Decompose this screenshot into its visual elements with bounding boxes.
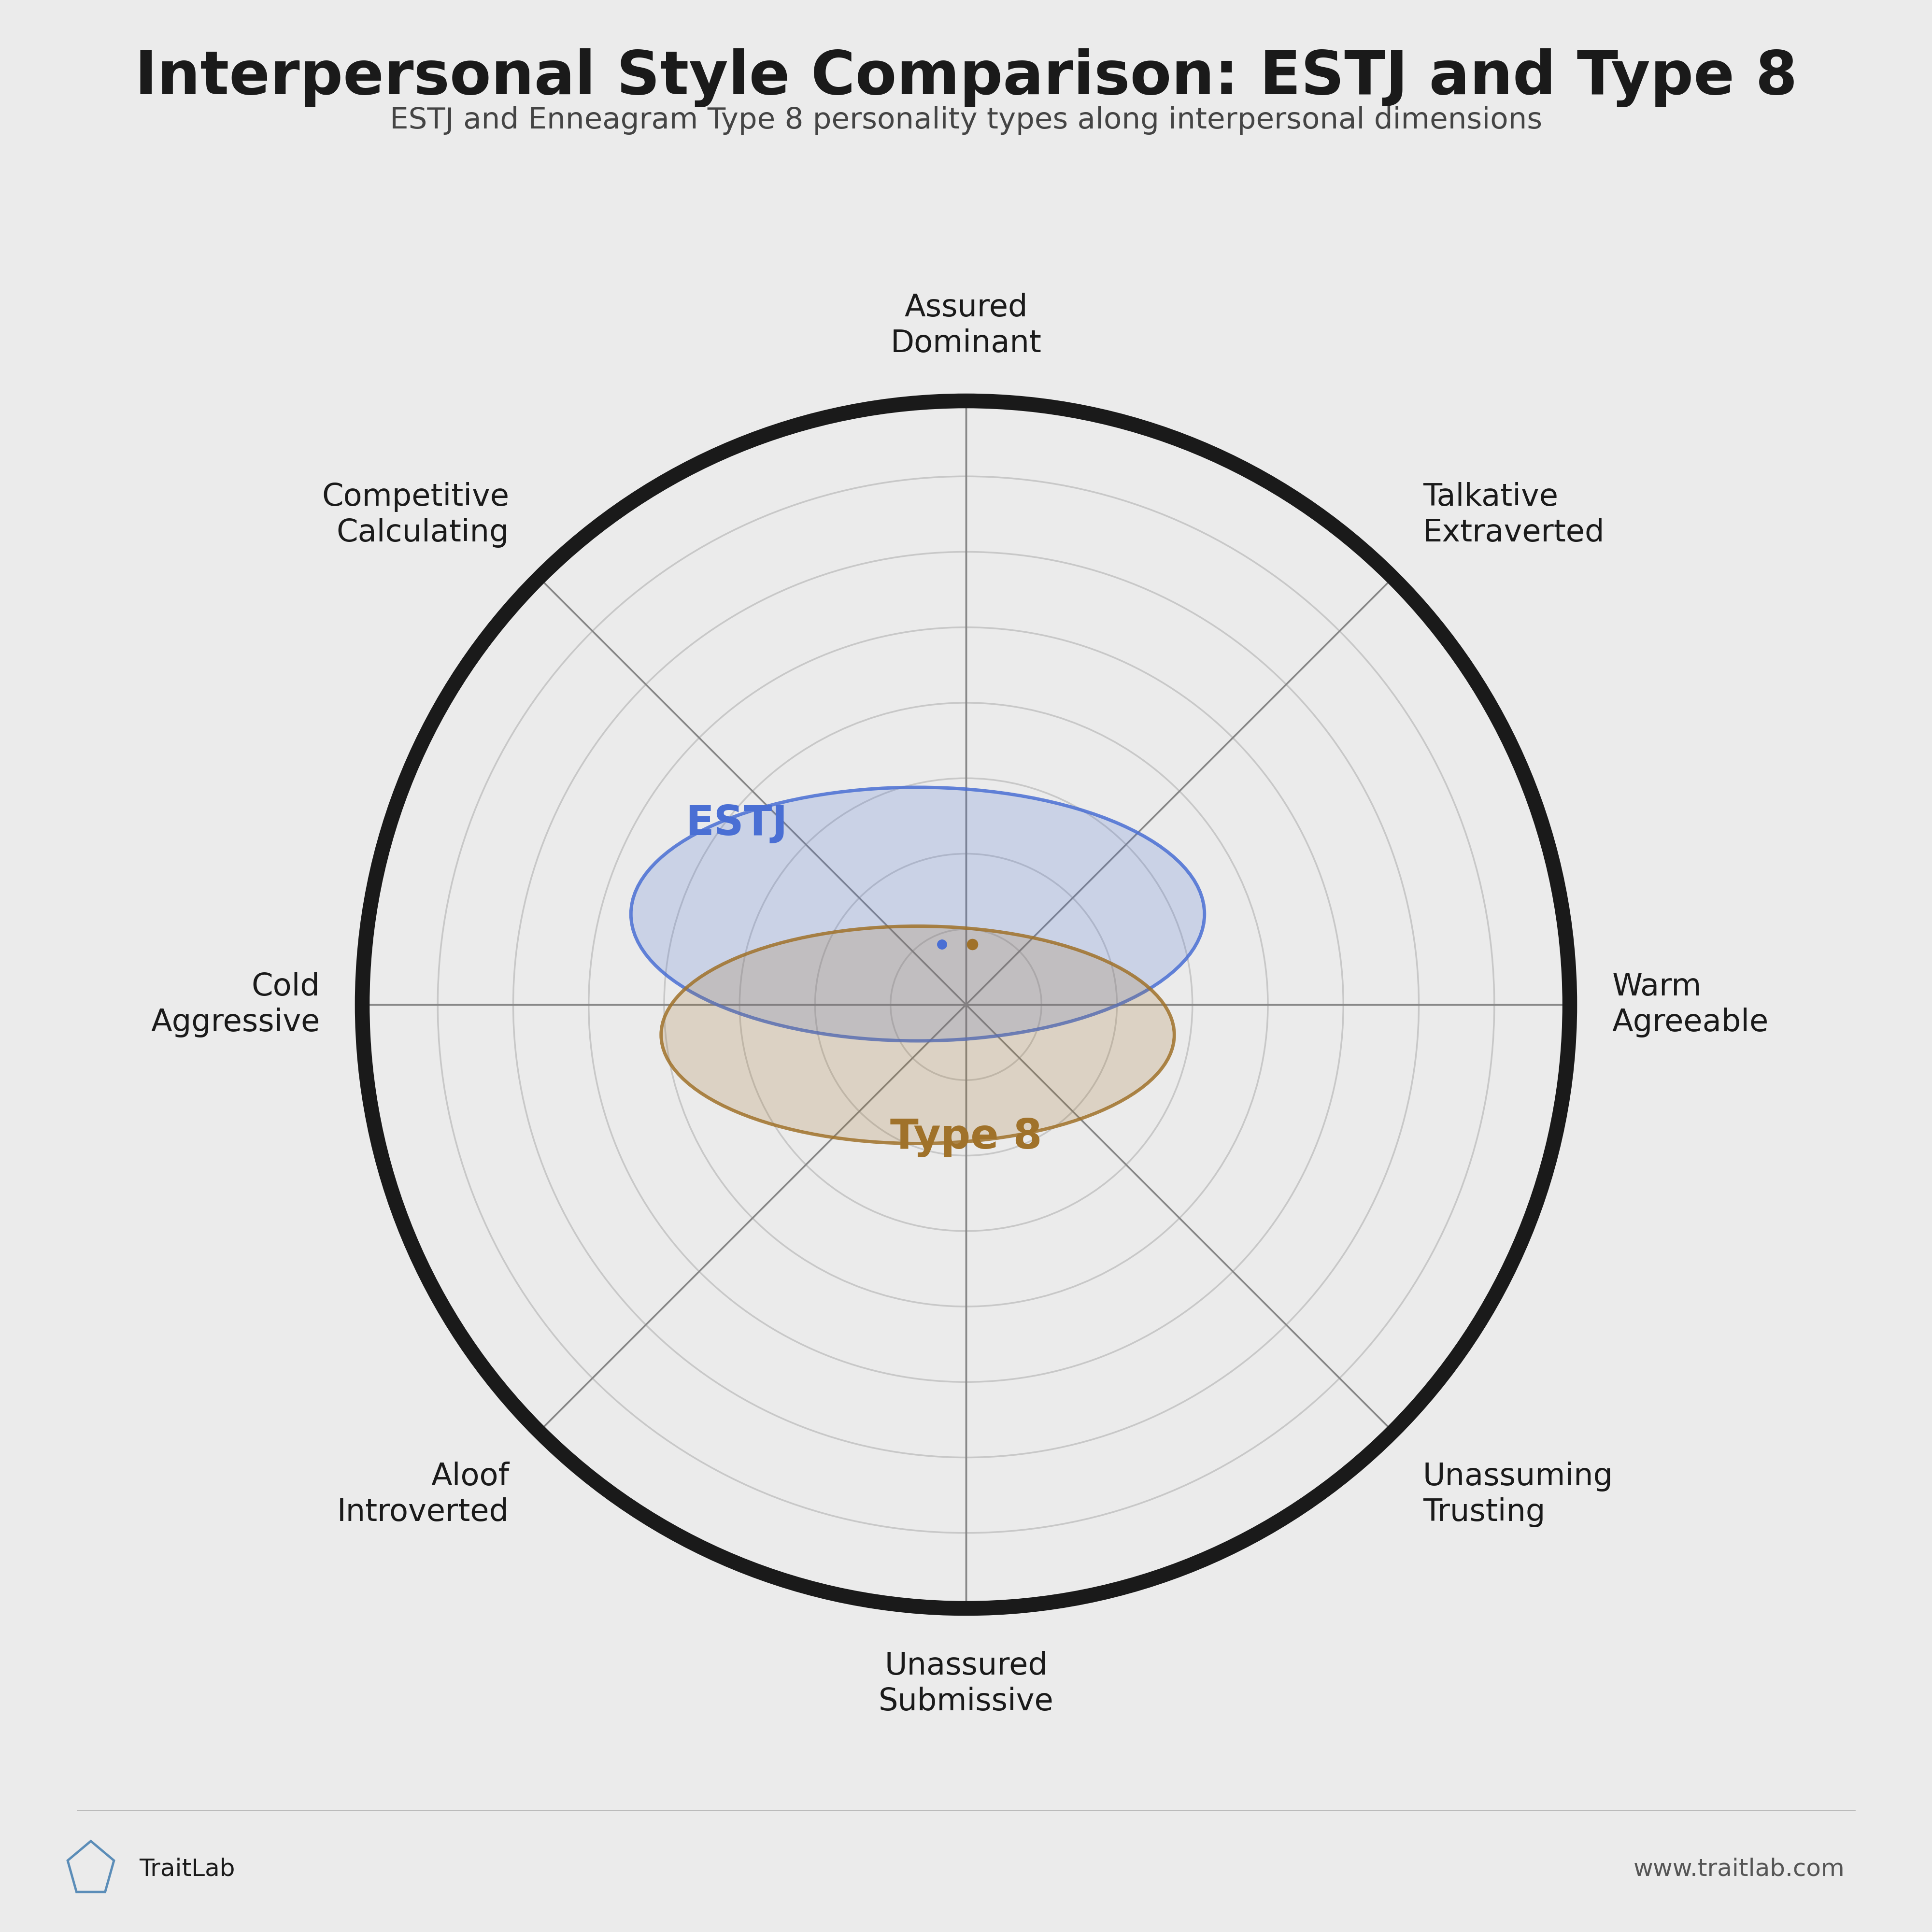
Ellipse shape bbox=[661, 925, 1175, 1144]
Text: Warm
Agreeable: Warm Agreeable bbox=[1611, 972, 1768, 1037]
Text: Competitive
Calculating: Competitive Calculating bbox=[323, 481, 510, 549]
Ellipse shape bbox=[632, 788, 1204, 1041]
Text: TraitLab: TraitLab bbox=[139, 1859, 236, 1882]
Text: www.traitlab.com: www.traitlab.com bbox=[1634, 1859, 1845, 1882]
Text: Cold
Aggressive: Cold Aggressive bbox=[151, 972, 321, 1037]
Text: ESTJ and Enneagram Type 8 personality types along interpersonal dimensions: ESTJ and Enneagram Type 8 personality ty… bbox=[390, 106, 1542, 135]
Text: Interpersonal Style Comparison: ESTJ and Type 8: Interpersonal Style Comparison: ESTJ and… bbox=[135, 48, 1797, 106]
Text: Unassuming
Trusting: Unassuming Trusting bbox=[1422, 1461, 1613, 1528]
Text: Talkative
Extraverted: Talkative Extraverted bbox=[1422, 481, 1605, 549]
Text: Aloof
Introverted: Aloof Introverted bbox=[338, 1461, 510, 1528]
Text: Assured
Dominant: Assured Dominant bbox=[891, 294, 1041, 359]
Text: ESTJ: ESTJ bbox=[686, 804, 788, 844]
Text: Type 8: Type 8 bbox=[891, 1117, 1041, 1157]
Text: Unassured
Submissive: Unassured Submissive bbox=[879, 1650, 1053, 1716]
